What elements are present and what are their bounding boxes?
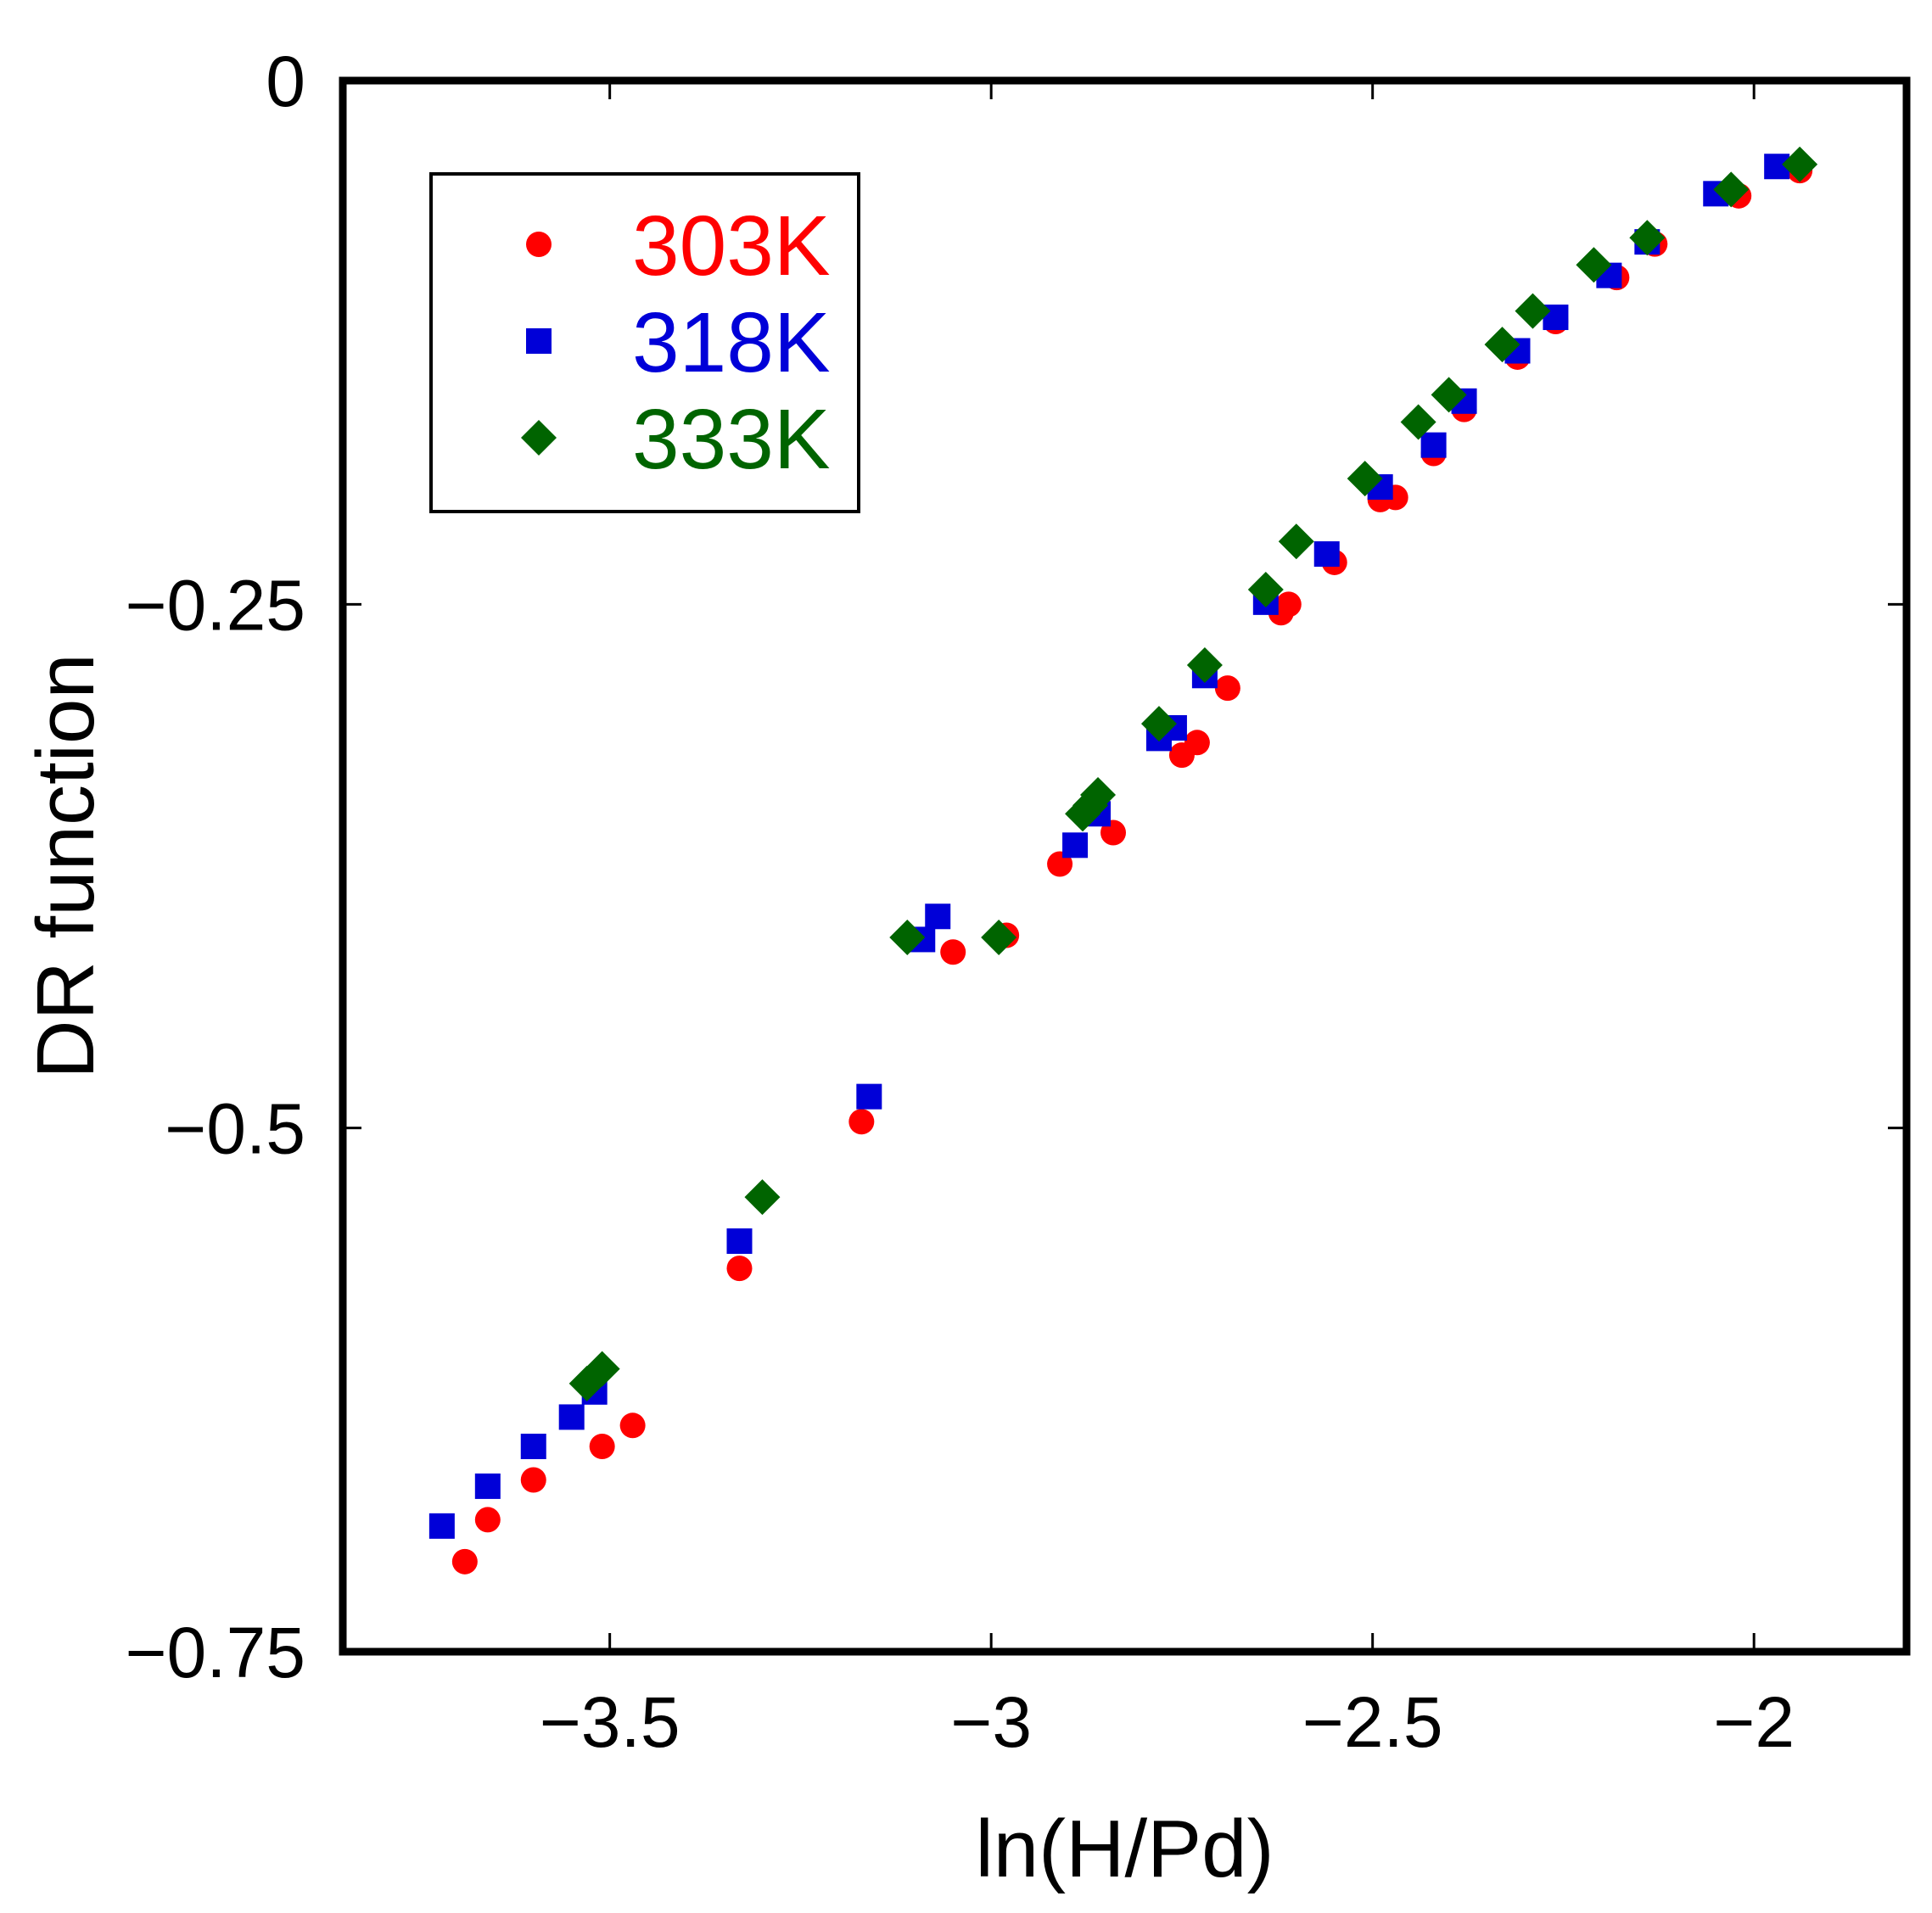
data-point-diamond [981,919,1017,955]
data-point-square [558,1404,585,1430]
data-point-circle [726,1256,753,1282]
legend-marker-square [526,328,552,354]
data-point-circle [474,1507,501,1533]
legend-label: 303K [632,199,831,294]
data-point-diamond [889,919,926,955]
data-point-diamond [1629,220,1666,256]
data-point-diamond [1782,146,1818,182]
data-point-square [1313,541,1340,568]
x-tick-label: −3 [950,1682,1032,1762]
x-tick-label: −2 [1713,1682,1795,1762]
data-point-square [726,1228,753,1255]
legend-label: 333K [632,392,831,487]
y-tick-label: 0 [266,42,305,121]
data-point-diamond [1247,572,1284,608]
data-point-circle [589,1434,615,1460]
plot-frame [339,76,1911,1656]
data-point-square [428,1513,455,1539]
data-point-diamond [744,1179,781,1216]
legend-label: 318K [632,295,831,390]
data-point-square [520,1434,546,1460]
data-point-diamond [1400,404,1436,440]
y-axis-title: DR function [20,653,111,1079]
y-tick-label: −0.5 [165,1089,305,1169]
data-point-square [1062,832,1089,859]
x-tick-label: −3.5 [540,1682,680,1762]
data-point-circle [848,1109,875,1135]
data-point-diamond [1484,327,1520,363]
data-point-diamond [1347,461,1383,497]
data-point-diamond [1431,377,1467,413]
data-point-diamond [1140,706,1177,742]
data-point-square [925,903,951,930]
data-point-diamond [1278,523,1314,560]
data-point-circle [1214,675,1240,702]
x-tick-label: −2.5 [1302,1682,1443,1762]
data-point-circle [1184,730,1210,756]
data-point-diamond [1080,777,1117,814]
data-point-circle [451,1548,478,1575]
legend-marker-diamond [521,420,557,456]
legend-box [429,172,860,513]
data-point-circle [520,1467,546,1493]
data-point-diamond [1186,646,1223,683]
data-point-diamond [1713,171,1750,208]
data-point-circle [619,1412,646,1439]
data-point-square [474,1473,501,1499]
x-axis-title: ln(H/Pd) [975,1804,1274,1894]
points-layer [428,146,1818,1575]
data-point-square [856,1083,882,1110]
data-point-square [1420,432,1447,458]
y-tick-label: −0.25 [125,565,305,645]
ticks-layer: −3.5 −3 −2.5 −2 0 −0.25 −0.5 −0.75 [125,42,1907,1762]
data-point-circle [940,939,966,965]
legend-marker-circle [526,232,552,257]
data-point-circle [1275,591,1302,618]
data-point-diamond [584,1351,620,1387]
series-333K [568,146,1818,1401]
data-point-diamond [1515,293,1551,329]
y-tick-label: −0.75 [125,1613,305,1692]
data-point-diamond [1576,247,1612,283]
